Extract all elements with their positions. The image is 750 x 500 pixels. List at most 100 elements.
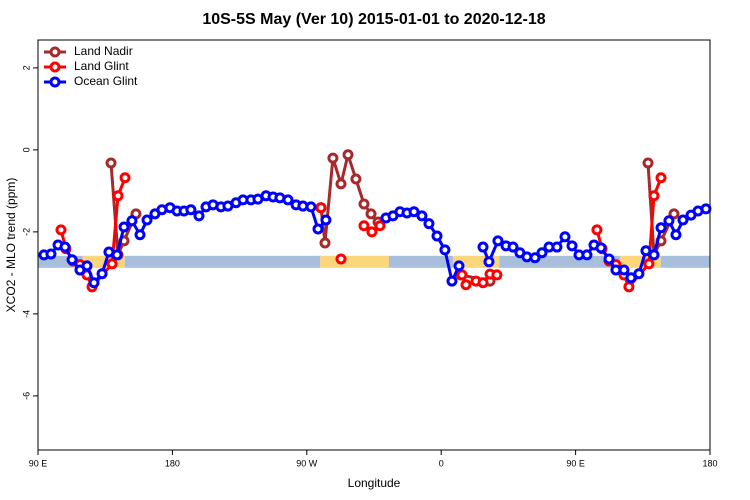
- data-point: [670, 229, 682, 241]
- data-point: [643, 258, 655, 270]
- series-line: [43, 194, 707, 285]
- data-point: [477, 277, 489, 289]
- data-point: [642, 157, 654, 169]
- data-point: [633, 268, 645, 280]
- data-point: [460, 279, 472, 291]
- x-tick-label: 90 E: [566, 458, 585, 468]
- data-point: [477, 241, 489, 253]
- data-point: [66, 254, 78, 266]
- data-point: [491, 269, 503, 281]
- data-point: [700, 203, 712, 215]
- surface-strip-segment: [388, 255, 454, 268]
- data-point: [111, 249, 123, 261]
- data-point: [45, 248, 57, 260]
- data-point: [193, 210, 205, 222]
- data-point: [416, 210, 428, 222]
- data-point: [446, 275, 458, 287]
- data-point: [112, 190, 124, 202]
- data-point: [282, 194, 294, 206]
- data-point: [423, 218, 435, 230]
- surface-strip-segment: [320, 255, 389, 268]
- data-point: [536, 247, 548, 259]
- legend-marker: [49, 61, 61, 73]
- data-point: [677, 214, 689, 226]
- data-point: [118, 221, 130, 233]
- data-point: [185, 204, 197, 216]
- data-point: [358, 198, 370, 210]
- data-point: [551, 241, 563, 253]
- x-axis-label: Longitude: [348, 476, 401, 490]
- x-tick-label: 90 E: [29, 458, 48, 468]
- data-point: [88, 277, 100, 289]
- data-point: [55, 224, 67, 236]
- data-point: [81, 260, 93, 272]
- x-tick-label: 0: [439, 458, 444, 468]
- data-point: [595, 242, 607, 254]
- data-point: [59, 241, 71, 253]
- data-point: [668, 208, 680, 220]
- data-point: [335, 178, 347, 190]
- plot-frame: [37, 39, 711, 451]
- legend-marker: [49, 76, 61, 88]
- data-point: [483, 256, 495, 268]
- y-tick-label: 0: [21, 147, 31, 152]
- data-point: [492, 235, 504, 247]
- data-point: [529, 252, 541, 264]
- y-tick-label: 2: [21, 65, 31, 70]
- data-point: [350, 173, 362, 185]
- data-point: [105, 157, 117, 169]
- data-point: [315, 202, 327, 214]
- legend-marker: [49, 46, 61, 58]
- chart-title: 10S-5S May (Ver 10) 2015-01-01 to 2020-1…: [202, 11, 545, 28]
- data-point: [663, 215, 675, 227]
- legend-label: Land Glint: [74, 59, 129, 73]
- data-point: [342, 149, 354, 161]
- data-point: [439, 244, 451, 256]
- data-point: [431, 230, 443, 242]
- data-point: [358, 220, 370, 232]
- surface-strip-segment: [660, 255, 710, 268]
- data-point: [319, 237, 331, 249]
- data-point: [566, 240, 578, 252]
- data-point: [96, 268, 108, 280]
- data-point: [648, 249, 660, 261]
- data-point: [141, 214, 153, 226]
- data-point: [312, 223, 324, 235]
- data-point: [559, 231, 571, 243]
- data-point: [456, 269, 468, 281]
- x-tick-label: 180: [165, 458, 180, 468]
- data-point: [640, 245, 652, 257]
- data-point: [623, 281, 635, 293]
- data-point: [320, 214, 332, 226]
- data-point: [335, 253, 347, 265]
- data-point: [625, 272, 637, 284]
- data-point: [453, 260, 465, 272]
- surface-strip-segment: [124, 255, 321, 268]
- y-tick-label: -2: [21, 228, 31, 236]
- data-point: [106, 258, 118, 270]
- data-point: [408, 206, 420, 218]
- data-point: [327, 152, 339, 164]
- data-point: [648, 190, 660, 202]
- data-point: [374, 220, 386, 232]
- x-tick-label: 90 W: [296, 458, 318, 468]
- data-point: [365, 208, 377, 220]
- y-axis-label: XCO2 - MLO trend (ppm): [4, 178, 18, 313]
- data-point: [591, 224, 603, 236]
- data-point: [655, 172, 667, 184]
- data-point: [366, 226, 378, 238]
- data-point: [126, 215, 138, 227]
- data-point: [618, 264, 630, 276]
- y-tick-label: -6: [21, 392, 31, 400]
- data-point: [134, 229, 146, 241]
- data-point: [507, 241, 519, 253]
- data-point: [305, 201, 317, 213]
- data-point: [603, 253, 615, 265]
- y-tick-label: -4: [21, 310, 31, 318]
- legend-label: Land Nadir: [74, 44, 133, 58]
- legend-label: Ocean Glint: [74, 74, 138, 88]
- x-tick-label: 180: [702, 458, 717, 468]
- data-point: [581, 249, 593, 261]
